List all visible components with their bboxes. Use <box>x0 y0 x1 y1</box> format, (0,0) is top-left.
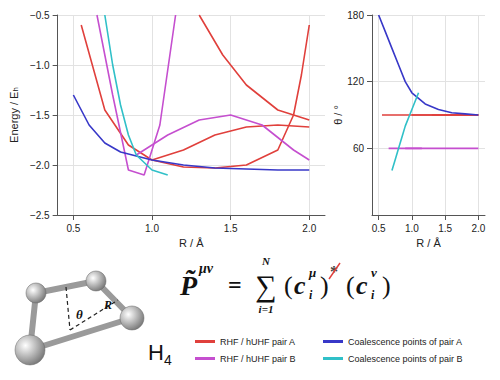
svg-text:i: i <box>371 288 375 302</box>
svg-text:R / Å: R / Å <box>416 237 441 249</box>
svg-text:−2.5: −2.5 <box>30 210 50 221</box>
svg-text:Coalescence points of pair A: Coalescence points of pair A <box>348 337 462 347</box>
svg-text:RHF / hUHF pair B: RHF / hUHF pair B <box>220 354 296 364</box>
svg-text:−1.5: −1.5 <box>30 110 50 121</box>
svg-text:H: H <box>148 340 164 365</box>
svg-text:c: c <box>356 271 368 300</box>
svg-text:i=1: i=1 <box>259 303 274 315</box>
svg-text:): ) <box>320 271 329 300</box>
svg-text:(: ( <box>284 271 293 300</box>
svg-text:1.5: 1.5 <box>438 223 452 234</box>
svg-text:μ: μ <box>308 265 316 280</box>
svg-text:θ: θ <box>76 307 83 322</box>
svg-text:c: c <box>294 271 306 300</box>
svg-text:4: 4 <box>164 352 172 368</box>
svg-text:P̃: P̃ <box>179 270 198 301</box>
svg-text:1.0: 1.0 <box>145 223 159 234</box>
svg-text:−0.5: −0.5 <box>30 10 50 21</box>
svg-text:0.5: 0.5 <box>66 223 80 234</box>
svg-text:60: 60 <box>353 143 365 154</box>
svg-text:1.5: 1.5 <box>224 223 238 234</box>
svg-text:1.0: 1.0 <box>405 223 419 234</box>
svg-text:RHF / hUHF pair A: RHF / hUHF pair A <box>220 337 295 347</box>
svg-text:μν: μν <box>198 261 214 276</box>
svg-text:Coalescence points of pair B: Coalescence points of pair B <box>348 354 463 364</box>
svg-text:2.0: 2.0 <box>302 223 316 234</box>
svg-text:): ) <box>382 271 391 300</box>
svg-text:2.0: 2.0 <box>471 223 485 234</box>
svg-text:120: 120 <box>347 76 364 87</box>
svg-text:180: 180 <box>347 10 364 21</box>
svg-text:=: = <box>228 272 242 298</box>
svg-text:(: ( <box>346 271 355 300</box>
svg-text:N: N <box>261 255 271 267</box>
svg-text:∑: ∑ <box>255 269 276 303</box>
svg-text:ν: ν <box>371 265 377 280</box>
svg-text:θ / °: θ / ° <box>332 105 344 125</box>
svg-text:Energy / Eₕ: Energy / Eₕ <box>8 87 20 143</box>
svg-text:R: R <box>103 298 112 312</box>
svg-text:0.5: 0.5 <box>372 223 386 234</box>
svg-text:i: i <box>309 288 313 302</box>
svg-text:−1.0: −1.0 <box>30 60 50 71</box>
svg-text:R / Å: R / Å <box>179 237 204 249</box>
svg-text:−2.0: −2.0 <box>30 160 50 171</box>
